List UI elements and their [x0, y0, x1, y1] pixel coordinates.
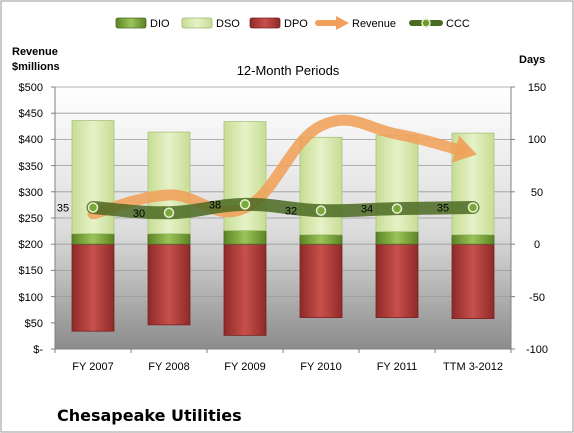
ccc-line: [86, 197, 480, 220]
left-tick-label: $200: [19, 239, 43, 251]
bar-dio: [71, 233, 115, 245]
right-axis-title: Days: [519, 54, 545, 66]
legend-item-dio: DIO: [115, 17, 170, 30]
ccc-point: [315, 205, 327, 216]
ccc-data-label: 34: [361, 204, 373, 216]
ccc-point: [87, 202, 99, 213]
ccc-series: 35 30 38 32 34 35: [57, 197, 480, 220]
legend-swatch-dso: [181, 17, 213, 29]
legend-item-revenue: Revenue: [315, 16, 396, 30]
revenue-arrowhead: [452, 135, 477, 163]
left-axis-title-line1: Revenue: [12, 46, 58, 58]
right-tick-label: 100: [528, 134, 546, 146]
bar-dso: [375, 134, 419, 233]
x-axis-ticks: FY 2007 FY 2008 FY 2009 FY 2010 FY 2011 …: [72, 361, 503, 373]
x-tick-label: FY 2011: [377, 361, 418, 373]
bar-dio: [223, 230, 267, 245]
bar-dpo: [71, 243, 115, 332]
legend-label-dpo: DPO: [284, 18, 308, 30]
x-tick-label: FY 2008: [148, 361, 189, 373]
revenue-line: [87, 114, 467, 220]
right-tick-label: -50: [529, 292, 545, 304]
company-name: Chesapeake Utilities: [57, 406, 242, 425]
left-tick-label: $400: [19, 134, 43, 146]
left-tick-label: $300: [19, 187, 43, 199]
left-tick-label: $50: [25, 318, 43, 330]
bar-dpo: [223, 243, 267, 336]
legend-swatch-dio: [115, 17, 147, 29]
bar-dpo: [451, 243, 495, 320]
ccc-data-label: 35: [437, 203, 449, 215]
right-tick-label: -100: [526, 344, 548, 356]
legend-item-dpo: DPO: [249, 17, 308, 30]
legend: DIO DSO DPO Revenue CCC: [115, 16, 470, 30]
bar-dpo: [299, 243, 343, 318]
legend-label-ccc: CCC: [446, 18, 470, 30]
bar-dio: [147, 233, 191, 245]
right-tick-label: 0: [534, 239, 540, 251]
x-tick-label: FY 2007: [72, 361, 113, 373]
bar-dio: [299, 234, 343, 245]
legend-marker-ccc: [421, 18, 431, 28]
legend-item-ccc: CCC: [409, 18, 470, 30]
legend-arrow-revenue: [336, 16, 349, 30]
ccc-point: [239, 199, 251, 210]
bar-dio: [375, 231, 419, 245]
right-axis-ticks: 150 100 50 0 -50 -100: [526, 82, 548, 356]
bar-dio: [451, 234, 495, 245]
chart-title: 12-Month Periods: [237, 63, 340, 78]
legend-item-dso: DSO: [181, 17, 240, 30]
ccc-data-label: 32: [285, 206, 297, 218]
ccc-data-label: 35: [57, 203, 69, 215]
ccc-point: [467, 202, 479, 213]
left-tick-label: $450: [19, 108, 43, 120]
ccc-point: [391, 203, 403, 214]
left-tick-label: $150: [19, 265, 43, 277]
bar-dpo: [375, 243, 419, 318]
ccc-point: [163, 207, 175, 219]
left-tick-label: $250: [19, 213, 43, 225]
bar-dso: [451, 132, 495, 236]
left-tick-label: $500: [19, 82, 43, 94]
x-tick-label: FY 2009: [224, 361, 265, 373]
legend-label-dso: DSO: [216, 18, 240, 30]
revenue-series: [87, 114, 477, 220]
legend-swatch-dpo: [249, 17, 281, 29]
bar-dso: [299, 136, 343, 236]
left-axis-ticks: $500 $450 $400 $350 $300 $250 $200 $150 …: [19, 82, 44, 356]
left-tick-label: $-: [33, 344, 43, 356]
left-tick-label: $100: [19, 292, 43, 304]
ccc-data-label: 38: [209, 199, 221, 211]
left-axis-title-line2: $millions: [12, 61, 60, 73]
x-tick-label: FY 2010: [300, 361, 341, 373]
ccc-data-label: 30: [133, 208, 145, 220]
left-tick-label: $350: [19, 161, 43, 173]
legend-label-dio: DIO: [150, 18, 170, 30]
right-tick-label: 50: [531, 187, 543, 199]
legend-label-revenue: Revenue: [352, 18, 396, 30]
right-tick-label: 150: [528, 82, 546, 94]
x-tick-label: TTM 3-2012: [443, 361, 503, 373]
bar-dpo: [147, 243, 191, 326]
